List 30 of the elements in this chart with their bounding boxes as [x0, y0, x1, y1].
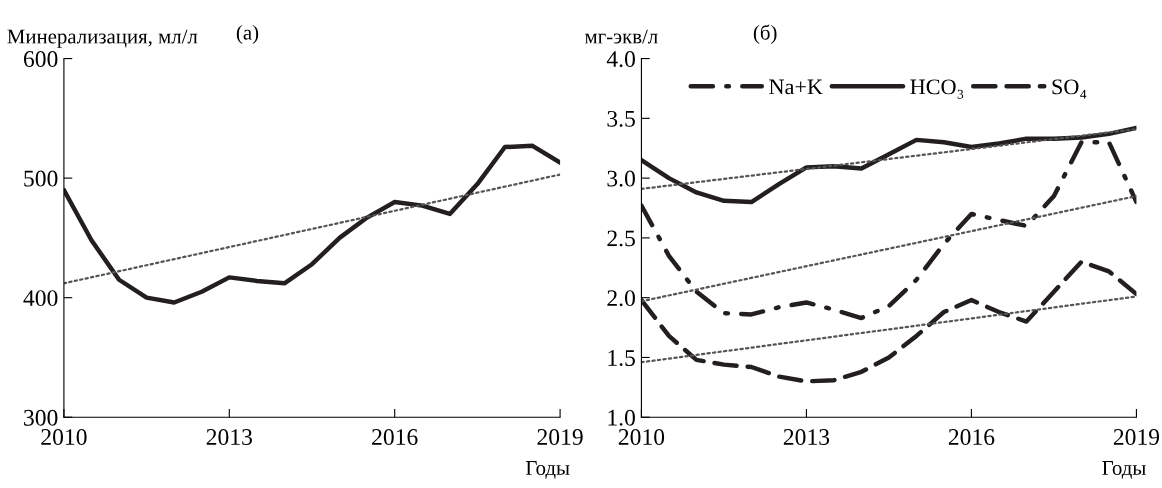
y-axis-title: Минерализация, мл/л	[7, 29, 198, 48]
y-axis-title: мг-экв/л	[584, 29, 658, 44]
legend-label: Na+K	[769, 79, 823, 95]
legend-label: SO₄	[1052, 79, 1087, 99]
x-tick-label: 2016	[948, 429, 995, 445]
y-tick-label: 3.0	[607, 170, 635, 187]
y-tick-label: 2.0	[607, 290, 635, 307]
x-tick-label: 2019	[1113, 429, 1160, 445]
y-tick-label: 300	[24, 409, 58, 426]
x-tick-label: 2010	[41, 429, 87, 445]
x-axis-title: Годы	[525, 461, 570, 479]
y-tick-label: 3.5	[607, 110, 635, 127]
line-series	[63, 143, 561, 305]
y-tick-label: 2.5	[607, 230, 635, 247]
x-tick-label: 2016	[372, 429, 418, 445]
x-tick-label: 2019	[537, 429, 583, 445]
x-tick-label: 2013	[206, 429, 252, 445]
y-tick-label: 1.5	[608, 350, 635, 366]
y-tick-label: 1.0	[608, 409, 635, 426]
chart-title: (а)	[236, 25, 259, 44]
chart-title: (б)	[753, 24, 777, 44]
legend-label: HCO₃	[910, 79, 964, 99]
x-tick-label: 2010	[618, 429, 665, 445]
x-axis-title: Годы	[1102, 461, 1146, 479]
y-tick-label: 600	[23, 51, 58, 67]
line-series	[641, 259, 1137, 384]
y-tick-label: 500	[24, 170, 58, 187]
y-tick-label: 400	[23, 290, 58, 307]
x-tick-label: 2013	[783, 429, 830, 445]
y-tick-label: 4.0	[606, 51, 635, 68]
